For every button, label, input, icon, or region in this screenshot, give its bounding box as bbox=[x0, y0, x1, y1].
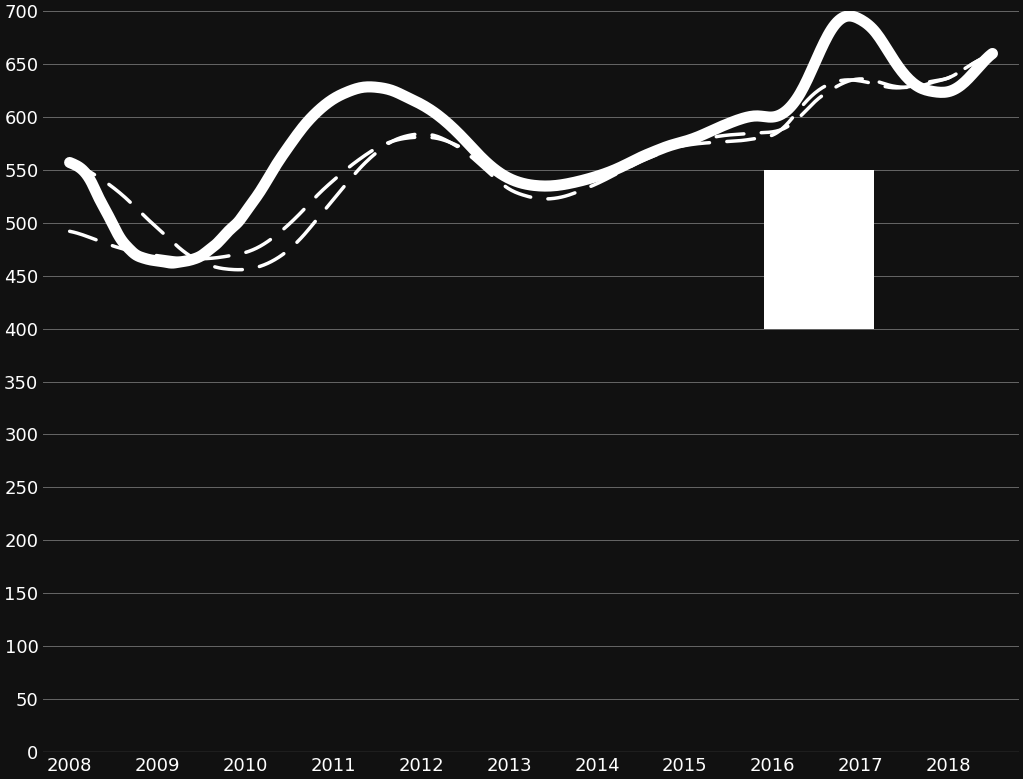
Bar bbox=[764, 170, 874, 329]
